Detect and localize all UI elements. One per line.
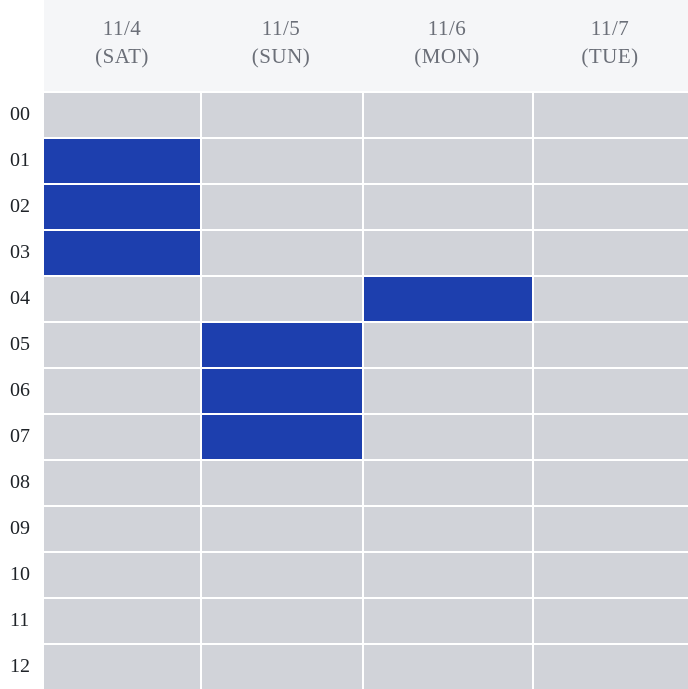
hour-label: 02 — [0, 183, 44, 229]
time-slot[interactable] — [200, 551, 362, 597]
hour-label: 11 — [0, 597, 44, 643]
time-slot[interactable] — [532, 505, 688, 551]
time-slot-selected[interactable] — [44, 183, 200, 229]
time-slot[interactable] — [532, 459, 688, 505]
time-slot[interactable] — [362, 367, 532, 413]
time-slot-selected[interactable] — [44, 137, 200, 183]
time-slot[interactable] — [362, 321, 532, 367]
time-slot[interactable] — [532, 367, 688, 413]
time-slot[interactable] — [200, 505, 362, 551]
time-slot[interactable] — [362, 91, 532, 137]
hour-label: 00 — [0, 91, 44, 137]
hour-label: 03 — [0, 229, 44, 275]
time-slot[interactable] — [200, 91, 362, 137]
time-slot[interactable] — [44, 505, 200, 551]
time-slot[interactable] — [532, 643, 688, 689]
time-slot[interactable] — [532, 91, 688, 137]
time-slot[interactable] — [44, 643, 200, 689]
time-slot[interactable] — [200, 229, 362, 275]
day-date: 11/6 — [427, 15, 467, 40]
time-slot[interactable] — [200, 597, 362, 643]
time-slot[interactable] — [362, 597, 532, 643]
hour-label: 08 — [0, 459, 44, 505]
time-slot[interactable] — [532, 413, 688, 459]
time-slot[interactable] — [532, 275, 688, 321]
grid-corner — [0, 0, 44, 91]
time-slot[interactable] — [362, 229, 532, 275]
time-slot[interactable] — [200, 643, 362, 689]
hour-label: 09 — [0, 505, 44, 551]
time-slot[interactable] — [532, 597, 688, 643]
day-header-sat: 11/4 (SAT) — [44, 0, 200, 91]
day-date: 11/7 — [590, 15, 630, 40]
time-slot[interactable] — [200, 183, 362, 229]
time-slot-selected[interactable] — [362, 275, 532, 321]
day-header-sun: 11/5 (SUN) — [200, 0, 362, 91]
time-slot[interactable] — [44, 551, 200, 597]
day-header-mon: 11/6 (MON) — [362, 0, 532, 91]
day-weekday: (TUE) — [581, 43, 639, 68]
time-slot[interactable] — [532, 183, 688, 229]
day-weekday: (SAT) — [95, 43, 149, 68]
time-slot[interactable] — [44, 459, 200, 505]
hour-label: 05 — [0, 321, 44, 367]
time-slot[interactable] — [362, 505, 532, 551]
time-slot[interactable] — [44, 91, 200, 137]
time-slot[interactable] — [200, 459, 362, 505]
time-slot[interactable] — [362, 643, 532, 689]
time-slot-selected[interactable] — [200, 413, 362, 459]
day-header-tue: 11/7 (TUE) — [532, 0, 688, 91]
time-slot[interactable] — [362, 183, 532, 229]
day-date: 11/4 — [102, 15, 142, 40]
hour-label: 01 — [0, 137, 44, 183]
time-slot[interactable] — [44, 597, 200, 643]
time-slot[interactable] — [44, 321, 200, 367]
time-slot-selected[interactable] — [200, 321, 362, 367]
day-weekday: (SUN) — [251, 43, 311, 68]
hour-label: 04 — [0, 275, 44, 321]
day-weekday: (MON) — [414, 43, 480, 68]
time-slot[interactable] — [362, 413, 532, 459]
hour-label: 10 — [0, 551, 44, 597]
time-slot[interactable] — [532, 551, 688, 597]
time-slot[interactable] — [200, 137, 362, 183]
hour-label: 07 — [0, 413, 44, 459]
time-slot[interactable] — [532, 321, 688, 367]
time-slot[interactable] — [362, 137, 532, 183]
time-slot[interactable] — [362, 551, 532, 597]
time-slot[interactable] — [44, 367, 200, 413]
hour-label: 12 — [0, 643, 44, 689]
time-slot-selected[interactable] — [200, 367, 362, 413]
time-slot[interactable] — [532, 137, 688, 183]
hour-label: 06 — [0, 367, 44, 413]
time-slot[interactable] — [44, 413, 200, 459]
time-slot[interactable] — [44, 275, 200, 321]
time-slot[interactable] — [532, 229, 688, 275]
time-slot[interactable] — [200, 275, 362, 321]
time-slot[interactable] — [362, 459, 532, 505]
day-date: 11/5 — [261, 15, 301, 40]
time-slot-selected[interactable] — [44, 229, 200, 275]
